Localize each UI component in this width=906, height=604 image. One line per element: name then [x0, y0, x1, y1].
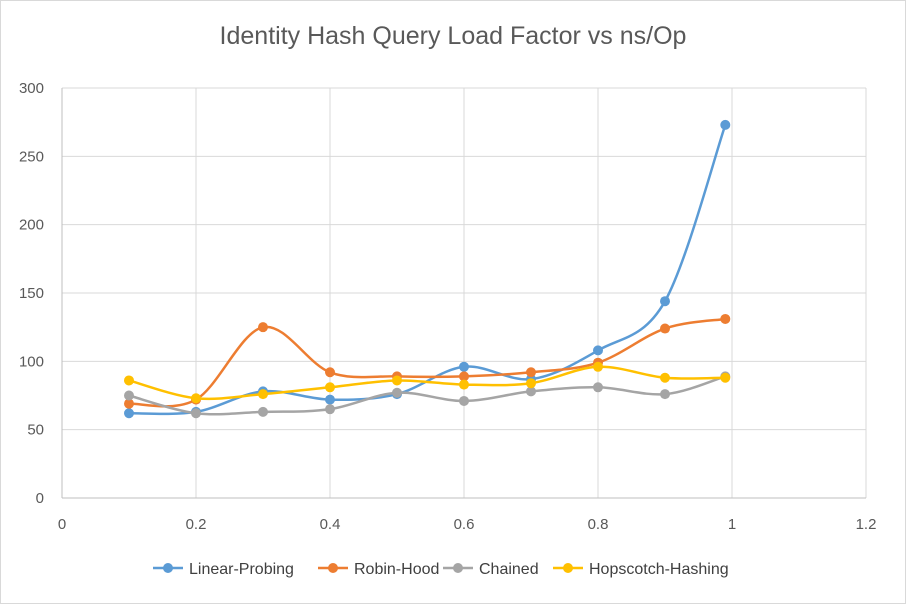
legend-marker-robin-hood [328, 563, 338, 573]
y-tick-label: 300 [19, 80, 44, 97]
series-line-chained [128, 375, 726, 416]
data-point-robin-hood [526, 367, 536, 378]
series-hopscotch-hashing [124, 361, 731, 404]
legend: Linear-Probing Robin-Hood Chained Hopscotch… [153, 561, 729, 578]
grid-layer [62, 87, 867, 498]
axis-layer: 0 50 100 150 200 250 300 0 0.2 0.4 0.6 0.8 1 1.2 [19, 80, 876, 533]
series-chained [124, 371, 731, 419]
data-point-linear-probing [660, 296, 670, 307]
data-point-chained [392, 387, 402, 398]
x-tick-label: 0.8 [588, 516, 609, 533]
legend-item-hopscotch-hashing: Hopscotch-Hashing [553, 561, 729, 578]
series-layer [124, 119, 731, 419]
x-tick-label: 1.2 [856, 516, 877, 533]
data-point-chained [526, 386, 536, 397]
legend-label-robin-hood: Robin-Hood [354, 561, 439, 578]
data-point-hopscotch-hashing [593, 361, 603, 372]
y-tick-label: 200 [19, 217, 44, 234]
data-point-linear-probing [593, 345, 603, 356]
data-point-hopscotch-hashing [660, 372, 670, 383]
legend-marker-hopscotch-hashing [563, 563, 573, 573]
data-point-hopscotch-hashing [191, 393, 201, 404]
legend-item-chained: Chained [443, 561, 539, 578]
data-point-chained [124, 390, 134, 401]
data-point-hopscotch-hashing [720, 372, 731, 383]
data-point-hopscotch-hashing [392, 375, 402, 386]
data-point-hopscotch-hashing [459, 379, 469, 390]
data-point-linear-probing [720, 119, 731, 130]
data-point-hopscotch-hashing [526, 378, 536, 389]
legend-label-hopscotch-hashing: Hopscotch-Hashing [589, 561, 729, 578]
legend-item-robin-hood: Robin-Hood [318, 561, 439, 578]
data-point-chained [258, 406, 268, 417]
y-tick-label: 50 [27, 422, 44, 439]
chart-title: Identity Hash Query Load Factor vs ns/Op [219, 22, 687, 50]
legend-marker-linear-probing [163, 563, 173, 573]
x-tick-label: 0 [58, 516, 66, 533]
data-point-robin-hood [325, 367, 335, 378]
data-point-chained [325, 404, 335, 415]
data-point-linear-probing [459, 361, 469, 372]
data-point-linear-probing [124, 408, 134, 419]
data-point-robin-hood [124, 398, 134, 409]
data-point-robin-hood [720, 313, 731, 324]
data-point-hopscotch-hashing [325, 382, 335, 393]
data-point-robin-hood [258, 322, 268, 333]
legend-label-linear-probing: Linear-Probing [189, 561, 294, 578]
y-tick-label: 250 [19, 148, 44, 165]
data-point-linear-probing [325, 394, 335, 405]
data-point-chained [660, 389, 670, 400]
data-point-chained [191, 408, 201, 419]
x-tick-label: 1 [728, 516, 736, 533]
legend-label-chained: Chained [479, 561, 539, 578]
x-tick-label: 0.6 [454, 516, 475, 533]
x-tick-label: 0.4 [320, 516, 341, 533]
y-tick-label: 0 [36, 490, 44, 507]
y-tick-label: 100 [19, 353, 44, 370]
series-line-robin-hood [128, 317, 726, 408]
data-point-hopscotch-hashing [124, 375, 134, 386]
data-point-chained [459, 395, 469, 406]
legend-marker-chained [453, 563, 463, 573]
data-point-chained [593, 382, 603, 393]
series-line-hopscotch-hashing [128, 365, 726, 401]
y-tick-label: 150 [19, 285, 44, 302]
x-tick-label: 0.2 [186, 516, 207, 533]
data-point-hopscotch-hashing [258, 389, 268, 400]
data-point-robin-hood [459, 371, 469, 382]
legend-item-linear-probing: Linear-Probing [153, 561, 294, 578]
data-point-robin-hood [660, 323, 670, 334]
series-line-linear-probing [128, 124, 727, 416]
